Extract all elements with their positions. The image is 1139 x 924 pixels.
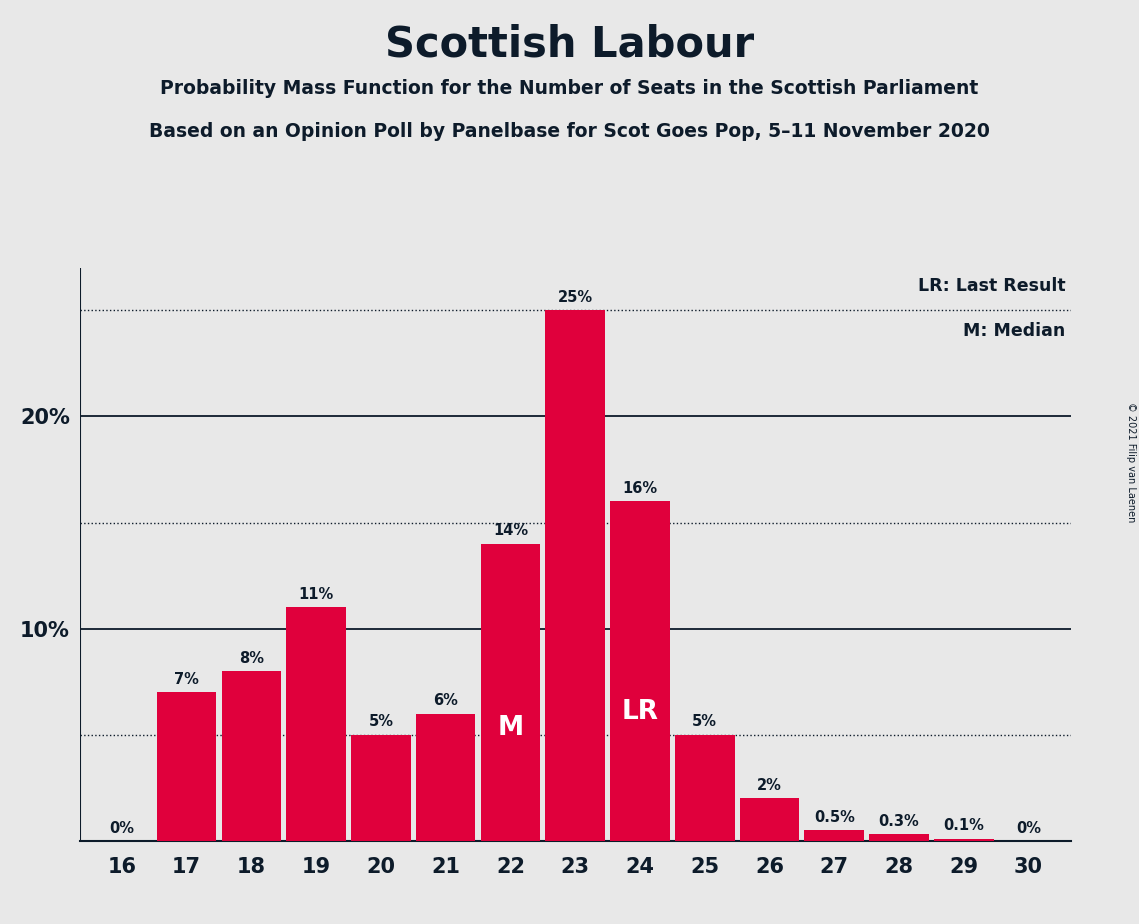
Text: 11%: 11% [298,587,334,602]
Text: 6%: 6% [433,693,458,708]
Bar [611,502,670,841]
Bar [675,735,735,841]
Text: LR: LR [622,699,658,724]
Text: 0.3%: 0.3% [878,814,919,829]
Bar [869,834,928,841]
Bar [351,735,411,841]
Text: 0.5%: 0.5% [814,810,854,825]
Text: 0.1%: 0.1% [943,819,984,833]
Bar [546,310,605,841]
Text: 5%: 5% [368,714,393,729]
Text: M: Median: M: Median [964,322,1066,340]
Text: Scottish Labour: Scottish Labour [385,23,754,65]
Text: Probability Mass Function for the Number of Seats in the Scottish Parliament: Probability Mass Function for the Number… [161,79,978,98]
Text: © 2021 Filip van Laenen: © 2021 Filip van Laenen [1126,402,1136,522]
Text: 0%: 0% [1016,821,1041,835]
Bar [739,798,800,841]
Bar [286,607,346,841]
Text: 2%: 2% [757,778,782,793]
Bar [157,692,216,841]
Text: 8%: 8% [239,650,264,666]
Text: 25%: 25% [558,290,592,305]
Text: LR: Last Result: LR: Last Result [918,276,1066,295]
Bar [934,839,993,841]
Text: 14%: 14% [493,524,528,539]
Bar [481,544,540,841]
Text: Based on an Opinion Poll by Panelbase for Scot Goes Pop, 5–11 November 2020: Based on an Opinion Poll by Panelbase fo… [149,122,990,141]
Text: 0%: 0% [109,821,134,835]
Bar [804,831,865,841]
Bar [222,671,281,841]
Text: M: M [498,715,524,741]
Text: 7%: 7% [174,672,199,687]
Text: 5%: 5% [693,714,718,729]
Text: 16%: 16% [622,481,657,496]
Bar [416,713,475,841]
